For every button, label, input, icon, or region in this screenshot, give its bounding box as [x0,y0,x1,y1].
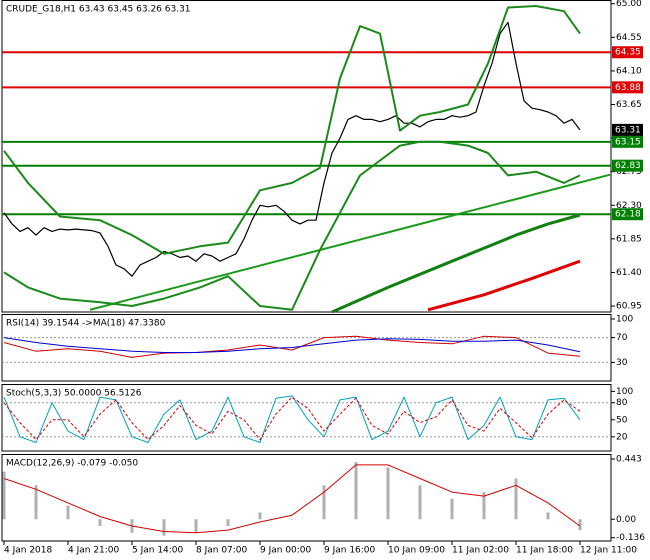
panel-title: RSI(14) 39.1544 ->MA(18) 47.3380 [6,319,166,329]
histogram-bar [162,519,166,536]
histogram-bar [290,519,294,520]
x-tick-label: 9 Jan 16:00 [324,546,376,556]
histogram-bar [514,478,518,520]
x-tick-label: 11 Jan 02:00 [452,546,509,556]
series-line [3,396,581,441]
price-label: 63.31 [615,125,641,135]
panel-frame [1,384,612,452]
price-label-box [612,123,643,136]
histogram-bar [354,462,358,520]
level-label-box [612,135,643,148]
y-tick-label: 100 [616,387,633,397]
level-label-box [612,159,643,172]
y-tick-label: 0.00 [616,515,636,525]
x-tick-label: 12 Jan 11:00 [580,546,637,556]
level-label: 63.15 [615,137,641,147]
series-line [3,337,581,353]
histogram-bar [578,519,582,531]
series-line [331,213,581,314]
histogram-bar [386,467,390,520]
x-tick-label: 10 Jan 09:00 [388,546,445,556]
y-tick-label: 62.30 [616,201,642,211]
y-tick-label: 0.443 [616,455,642,465]
panel-frame [1,314,612,382]
histogram-bar [258,512,262,520]
level-label: 64.35 [615,48,641,58]
histogram-bar [482,492,486,520]
level-label-box [612,208,643,221]
x-tick-label: 9 Jan 00:00 [260,546,312,556]
series-line [3,5,581,255]
series-line [3,335,581,358]
level-label: 63.88 [615,83,641,93]
level-label: 62.83 [615,161,641,171]
y-tick-label: 61.85 [616,234,642,244]
x-tick-label: 11 Jan 18:00 [516,546,573,556]
y-tick-label: 60.95 [616,302,642,312]
panel-title: MACD(12,26,9) -0.079 -0.050 [6,459,138,469]
x-tick-label: 5 Jan 14:00 [132,546,184,556]
panel-title: CRUDE_G18,H1 63.43 63.45 63.26 63.31 [6,5,191,15]
series-line [3,464,581,534]
histogram-bar [98,519,102,527]
y-tick-label: 80 [616,398,628,408]
series-line [427,259,581,312]
y-tick-label: 30 [616,358,628,368]
y-tick-label: 64.10 [616,66,642,76]
histogram-bar [66,505,70,520]
y-tick-label: -0.136 [616,533,645,543]
panel-title: Stoch(5,3,3) 50.0000 56.5126 [6,389,142,399]
x-tick-label: 4 Jan 2018 [4,546,52,556]
histogram-bar [546,512,550,520]
histogram-bar [34,485,38,520]
series-line [3,21,581,277]
y-tick-label: 20 [616,432,628,442]
y-tick-label: 65.00 [616,0,642,9]
trend-line [89,173,611,311]
histogram-bar [194,519,198,533]
y-tick-label: 61.40 [616,268,642,278]
y-tick-label: 62.75 [616,167,642,177]
y-tick-label: 63.65 [616,100,642,110]
level-label-box [612,46,643,59]
level-label-box [612,81,643,94]
x-tick-label: 8 Jan 07:00 [196,546,248,556]
y-tick-label: 70 [616,333,628,343]
y-tick-label: 50 [616,415,628,425]
histogram-bar [226,519,230,527]
panel-frame [1,454,612,542]
series-line [3,395,581,443]
y-tick-label: 64.55 [616,33,642,43]
histogram-bar [450,498,454,520]
y-tick-label: 100 [616,314,633,324]
level-label: 62.18 [615,210,641,220]
histogram-bar [418,485,422,520]
histogram-bar [2,471,6,520]
x-tick-label: 4 Jan 21:00 [68,546,120,556]
histogram-bar [322,485,326,520]
series-line [3,140,581,311]
panel-frame [1,0,612,313]
